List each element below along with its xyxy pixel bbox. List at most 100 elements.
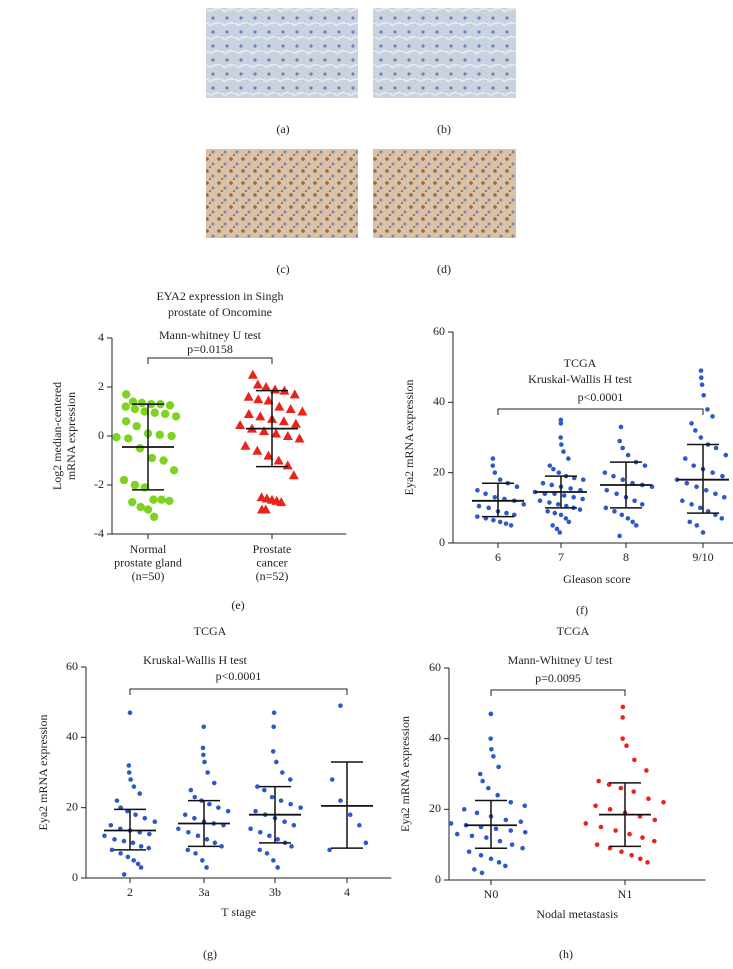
data-point [620, 704, 626, 710]
x-axis-label: Nodal metastasis [536, 907, 618, 921]
data-point [128, 777, 133, 782]
data-point [137, 398, 147, 408]
data-point [646, 796, 651, 802]
y-tick-label: 20 [433, 464, 445, 478]
panel-label: (d) [437, 262, 451, 276]
p-value: p=0.0158 [187, 342, 233, 356]
data-point [200, 858, 205, 863]
data-point [157, 495, 166, 504]
data-point [219, 844, 224, 849]
x-tick-label: Normal [130, 542, 167, 556]
data-point [540, 480, 546, 486]
data-point [552, 510, 558, 516]
data-point [522, 830, 528, 835]
data-point [252, 445, 263, 455]
data-point [721, 494, 727, 500]
y-tick-label: 0 [98, 428, 104, 442]
test-name: Mann-whitney U test [159, 328, 262, 342]
data-point [472, 867, 477, 872]
data-point [135, 444, 145, 453]
x-tick-label: 6 [495, 550, 501, 564]
data-point [490, 463, 496, 468]
data-point [480, 778, 485, 784]
data-point [159, 456, 168, 465]
data-point [710, 470, 715, 475]
data-point [700, 530, 706, 535]
data-point [508, 799, 514, 805]
data-point [687, 519, 693, 525]
data-point [488, 856, 494, 862]
data-point [289, 844, 294, 849]
data-point [212, 840, 218, 846]
data-point [240, 440, 251, 450]
data-point [492, 470, 498, 475]
panel-label: (f) [576, 603, 588, 617]
data-point [140, 407, 149, 416]
data-point [479, 870, 485, 876]
data-point [521, 502, 527, 507]
data-point [545, 509, 550, 514]
data-point [698, 368, 704, 373]
panel-label: (e) [231, 598, 244, 612]
data-point [617, 533, 622, 539]
data-point [504, 510, 509, 516]
chart-title: prostate of Oncomine [168, 305, 272, 319]
data-point [294, 433, 305, 443]
data-point [503, 521, 509, 526]
data-point [620, 477, 626, 483]
data-point [522, 803, 528, 809]
data-point [188, 787, 194, 793]
data-point [518, 819, 524, 824]
data-point [593, 803, 598, 809]
data-point [263, 395, 274, 405]
data-point [555, 502, 561, 507]
data-point [271, 710, 277, 716]
data-point [694, 484, 699, 490]
data-point [565, 456, 571, 461]
data-point [596, 778, 601, 784]
data-point [684, 480, 690, 486]
data-point [563, 516, 569, 521]
significance-bracket [129, 688, 348, 695]
data-point [146, 845, 152, 851]
data-point [477, 771, 483, 777]
data-point [689, 421, 694, 426]
data-point [167, 431, 176, 441]
chart-title: EYA2 expression in Singh [157, 289, 284, 303]
data-point [263, 450, 274, 460]
data-point [486, 505, 491, 511]
data-point [270, 749, 276, 754]
y-tick-label: 40 [429, 730, 441, 744]
data-point [243, 391, 254, 401]
data-point [478, 852, 484, 858]
data-point [192, 794, 198, 800]
data-point [503, 863, 508, 869]
data-point [619, 512, 625, 518]
test-name: Kruskal-Wallis H test [528, 372, 632, 386]
data-point [257, 847, 263, 853]
panel-label: (b) [437, 122, 451, 136]
data-point [691, 463, 696, 468]
data-point [550, 523, 555, 528]
data-point [186, 829, 191, 835]
data-point [255, 784, 260, 789]
data-point [720, 473, 725, 479]
data-point [133, 812, 138, 817]
data-point [125, 854, 131, 860]
data-point [289, 389, 300, 399]
data-point [291, 822, 297, 828]
data-point [261, 382, 272, 391]
data-point [497, 838, 503, 844]
y-tick-label: 60 [429, 660, 441, 674]
data-point [604, 487, 610, 493]
data-point [701, 393, 706, 398]
data-point [618, 424, 624, 430]
data-point [632, 498, 637, 504]
data-point [287, 777, 293, 782]
x-tick-label: (n=50) [132, 569, 165, 583]
data-point [201, 752, 206, 758]
data-point [551, 466, 556, 472]
data-point [698, 375, 704, 381]
data-point [613, 828, 618, 833]
